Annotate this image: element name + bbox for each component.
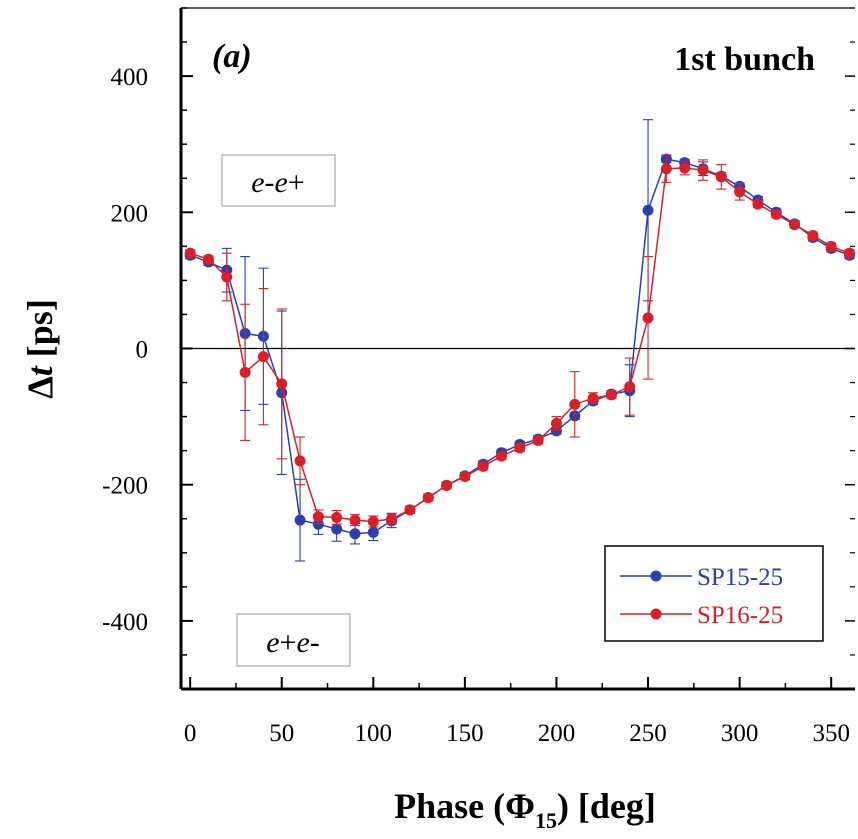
legend-label-sp15: SP15-25 — [697, 564, 783, 591]
data-point — [441, 479, 453, 491]
data-point — [496, 450, 508, 462]
y-tick-label: 200 — [111, 200, 149, 227]
legend-label-sp16: SP16-25 — [697, 602, 783, 629]
data-point — [532, 434, 544, 446]
x-tick-label: 250 — [629, 720, 667, 747]
annotation-text: e+e- — [266, 626, 320, 659]
data-point — [367, 526, 379, 538]
x-tick-label: 100 — [355, 720, 393, 747]
data-point — [404, 504, 416, 516]
annotation-e-plus-e-minus: e+e- — [236, 613, 351, 667]
data-point — [844, 247, 856, 259]
data-point — [734, 186, 746, 198]
y-tick-label: -400 — [102, 609, 148, 636]
data-point — [367, 515, 379, 527]
data-point — [679, 162, 691, 174]
data-point — [697, 164, 709, 176]
data-point — [202, 253, 214, 265]
data-point — [184, 247, 196, 259]
data-point — [477, 460, 489, 472]
data-point — [642, 204, 654, 216]
data-point — [587, 392, 599, 404]
data-point — [349, 514, 361, 526]
data-point — [459, 471, 471, 483]
data-point — [221, 271, 233, 283]
x-tick-label: 300 — [721, 720, 759, 747]
data-point — [825, 240, 837, 252]
data-point — [624, 381, 636, 393]
data-point — [789, 219, 801, 231]
data-point — [312, 511, 324, 523]
data-point — [257, 351, 269, 363]
y-tick-label: 400 — [111, 64, 149, 91]
data-point — [349, 528, 361, 540]
x-axis-title: Phase (Φ15) [deg] — [394, 786, 656, 833]
data-point — [660, 163, 672, 175]
data-point — [294, 514, 306, 526]
data-point — [239, 366, 251, 378]
legend-marker-sp16 — [650, 608, 662, 620]
data-point — [715, 171, 727, 183]
data-point — [770, 208, 782, 220]
data-point — [422, 492, 434, 504]
data-point — [331, 523, 343, 535]
panel-label: (a) — [212, 38, 252, 75]
data-point — [514, 442, 526, 454]
series-marks — [184, 119, 856, 562]
data-point — [605, 389, 617, 401]
annotation-text: e-e+ — [251, 166, 305, 199]
data-point — [752, 198, 764, 210]
data-point — [294, 455, 306, 467]
data-point — [276, 378, 288, 390]
series-line — [189, 167, 850, 523]
x-tick-label: 0 — [184, 720, 197, 747]
data-point — [642, 312, 654, 324]
x-tick-label: 50 — [269, 720, 294, 747]
legend: SP15-25 SP16-25 — [604, 545, 824, 642]
x-tick-label: 150 — [446, 720, 484, 747]
x-tick-label: 350 — [812, 720, 850, 747]
legend-box — [604, 545, 824, 642]
x-tick-label: 200 — [538, 720, 576, 747]
data-point — [550, 417, 562, 429]
legend-marker-sp15 — [650, 570, 662, 582]
chart-title: 1st bunch — [674, 41, 815, 78]
data-point — [569, 398, 581, 410]
data-point — [807, 229, 819, 241]
axes: 0 50 100 150 200 250 300 350 -400 -200 0 200 400 — [102, 7, 855, 747]
data-point — [331, 511, 343, 523]
y-axis-title: Δt [ps] — [20, 299, 60, 399]
series-sp16-25 — [184, 154, 856, 528]
data-point — [386, 513, 398, 525]
series-line — [189, 158, 850, 535]
annotation-e-minus-e-plus: e-e+ — [221, 154, 336, 207]
y-tick-label: -200 — [102, 473, 148, 500]
y-tick-label: 0 — [136, 337, 149, 364]
